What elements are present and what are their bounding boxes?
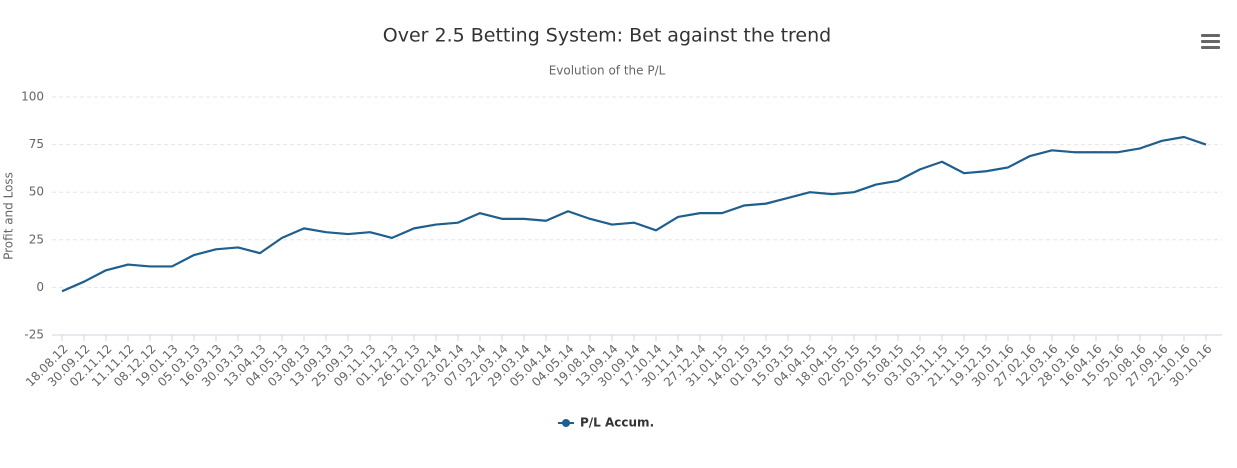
y-tick-label: 50 xyxy=(29,185,44,199)
y-tick-label: 100 xyxy=(21,90,44,104)
y-tick-label: 25 xyxy=(29,232,44,246)
chart-title: Over 2.5 Betting System: Bet against the… xyxy=(383,25,831,47)
menu-button[interactable] xyxy=(1201,34,1220,49)
y-tick-label: 0 xyxy=(36,280,44,294)
y-axis-title: Profit and Loss xyxy=(2,172,16,260)
legend-label: P/L Accum. xyxy=(580,416,654,430)
data-line xyxy=(61,135,1207,293)
menu-bar[interactable] xyxy=(1201,40,1220,43)
menu-bar[interactable] xyxy=(1201,46,1220,49)
y-tick-label: -25 xyxy=(24,328,44,342)
y-tick-label: 75 xyxy=(29,137,44,151)
menu-bar[interactable] xyxy=(1201,34,1220,37)
legend-marker xyxy=(562,419,570,427)
chart-subtitle: Evolution of the P/L xyxy=(549,64,666,78)
